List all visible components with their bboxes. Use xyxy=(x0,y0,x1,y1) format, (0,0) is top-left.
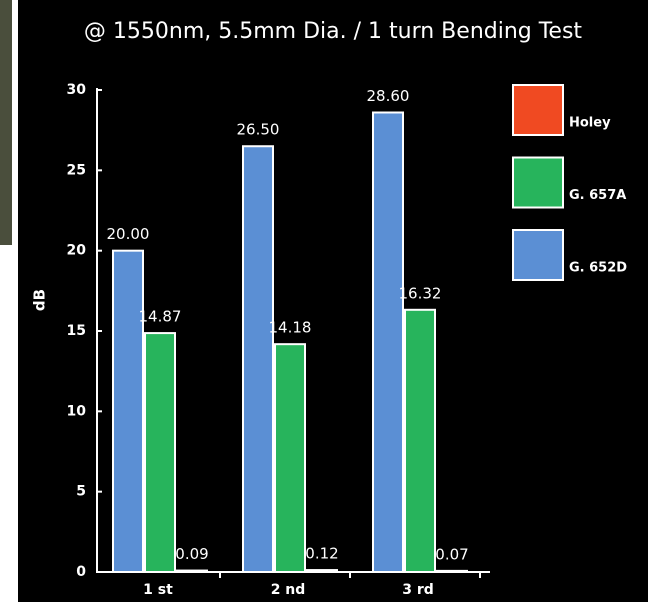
value-label: 14.87 xyxy=(139,308,182,326)
bar xyxy=(242,145,274,573)
bar xyxy=(372,111,404,573)
photo-edge xyxy=(0,0,12,245)
y-tick-label: 30 xyxy=(67,82,87,98)
legend-label: Holey xyxy=(569,116,611,131)
value-label: 16.32 xyxy=(399,284,442,302)
x-tick-label: 3 rd xyxy=(402,582,434,598)
bar xyxy=(176,569,208,574)
x-tick-label: 2 nd xyxy=(271,582,306,598)
legend-label: G. 652D xyxy=(569,261,627,276)
value-label: 0.09 xyxy=(175,545,208,563)
legend-swatch xyxy=(512,84,564,136)
value-label: 26.50 xyxy=(237,121,280,139)
bar xyxy=(404,308,436,573)
value-label: 20.00 xyxy=(107,225,150,243)
y-tick-label: 0 xyxy=(76,564,86,580)
bar xyxy=(436,569,468,573)
y-tick-label: 5 xyxy=(76,484,86,500)
y-tick-label: 20 xyxy=(67,243,87,259)
x-tick-label: 1 st xyxy=(143,582,173,598)
legend-label: G. 657A xyxy=(569,188,626,203)
y-tick-label: 25 xyxy=(67,162,86,178)
bar xyxy=(306,569,338,574)
chart-title: @ 1550nm, 5.5mm Dia. / 1 turn Bending Te… xyxy=(84,19,583,44)
value-label: 14.18 xyxy=(269,319,312,337)
bar xyxy=(274,343,306,573)
value-label: 0.12 xyxy=(305,545,338,563)
y-tick-label: 15 xyxy=(67,323,86,339)
value-label: 0.07 xyxy=(435,545,468,563)
bar xyxy=(144,332,176,573)
legend-swatch xyxy=(512,156,564,209)
legend-swatch xyxy=(512,229,564,281)
y-tick-label: 10 xyxy=(67,403,87,419)
value-label: 28.60 xyxy=(367,87,410,105)
bar xyxy=(112,249,144,574)
y-axis-label: dB xyxy=(31,289,49,311)
